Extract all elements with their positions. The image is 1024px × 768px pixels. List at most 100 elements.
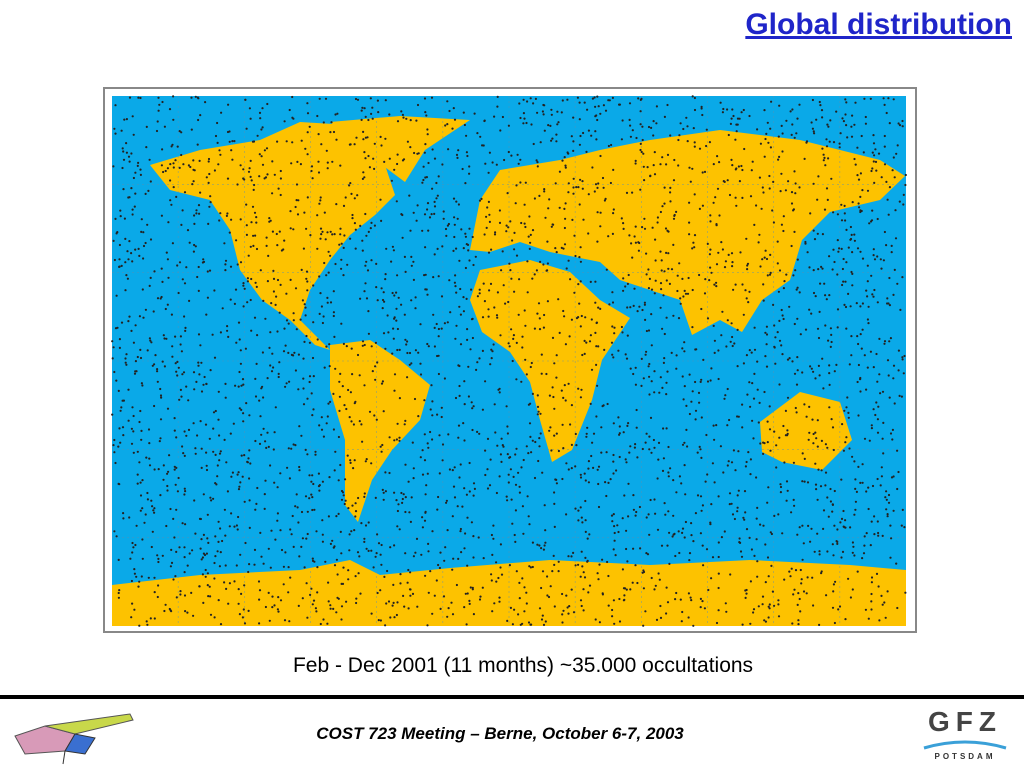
dot — [453, 281, 456, 284]
dot — [844, 618, 847, 621]
dot — [718, 161, 721, 164]
dot — [175, 466, 178, 469]
dot — [780, 308, 783, 312]
dot — [804, 240, 807, 244]
dot — [736, 415, 739, 418]
dot — [589, 280, 592, 283]
dot — [295, 199, 298, 202]
dot — [267, 445, 270, 448]
dot — [412, 211, 415, 214]
dot — [583, 352, 586, 355]
dot — [423, 151, 426, 154]
dot — [898, 394, 901, 397]
dot — [376, 299, 379, 302]
dot — [884, 496, 887, 499]
dot — [242, 305, 245, 308]
dot — [482, 282, 485, 285]
dot — [854, 163, 857, 166]
dot — [779, 190, 782, 193]
dot — [693, 234, 697, 237]
dot — [878, 337, 881, 340]
dot — [408, 363, 411, 366]
dot — [509, 606, 512, 610]
dot — [531, 277, 534, 280]
dot — [463, 547, 466, 550]
dot — [521, 577, 524, 580]
dot — [562, 309, 565, 313]
dot — [607, 144, 611, 148]
dot — [197, 361, 200, 364]
dot — [499, 543, 502, 546]
dot — [322, 618, 325, 621]
dot — [765, 257, 769, 261]
dot — [612, 168, 615, 171]
dot — [306, 453, 309, 456]
dot — [635, 510, 638, 514]
dot — [398, 348, 401, 351]
dot — [849, 238, 852, 241]
dot — [729, 122, 733, 125]
dot — [114, 327, 118, 330]
dot — [875, 169, 878, 172]
dot — [299, 318, 302, 321]
dot — [773, 514, 776, 518]
dot — [197, 289, 200, 292]
dot — [160, 214, 163, 217]
dot — [406, 140, 409, 143]
dot — [737, 450, 740, 453]
dot — [128, 240, 131, 243]
dot — [426, 202, 430, 205]
dot — [264, 176, 268, 179]
dot — [113, 258, 116, 262]
dot — [118, 483, 121, 486]
dot — [253, 183, 256, 187]
dot — [174, 335, 177, 338]
dot — [139, 348, 142, 351]
dot — [120, 264, 123, 267]
dot — [856, 335, 859, 338]
dot — [710, 577, 713, 580]
dot — [564, 166, 567, 169]
dot — [743, 490, 747, 493]
dot — [161, 360, 164, 363]
dot — [731, 335, 734, 339]
dot — [832, 448, 835, 452]
dot — [666, 544, 669, 547]
dot — [696, 451, 699, 454]
dot — [458, 384, 461, 388]
dot — [283, 619, 287, 622]
dot — [267, 254, 270, 257]
dot — [709, 220, 712, 223]
dot — [625, 357, 629, 360]
dot — [730, 461, 734, 464]
dot — [421, 229, 424, 232]
dot — [320, 143, 323, 146]
dot — [213, 616, 216, 619]
dot — [312, 321, 315, 324]
dot — [285, 140, 288, 143]
dot — [876, 477, 879, 481]
dot — [766, 121, 769, 124]
dot — [436, 508, 439, 511]
dot — [748, 349, 751, 352]
dot — [716, 187, 720, 190]
dot — [276, 140, 279, 143]
dot — [150, 499, 153, 502]
dot — [519, 158, 522, 161]
dot — [551, 336, 555, 339]
dot — [813, 132, 816, 135]
dot — [381, 307, 384, 310]
dot — [153, 363, 156, 366]
dot — [577, 387, 580, 390]
dot — [555, 354, 558, 357]
dot — [626, 306, 629, 309]
dot — [639, 142, 642, 145]
dot — [334, 367, 337, 370]
dot — [368, 166, 371, 169]
dot — [482, 557, 485, 560]
dot — [818, 623, 821, 627]
dot — [631, 256, 634, 259]
dot — [363, 151, 366, 154]
dot — [364, 282, 367, 285]
dot — [745, 592, 748, 595]
